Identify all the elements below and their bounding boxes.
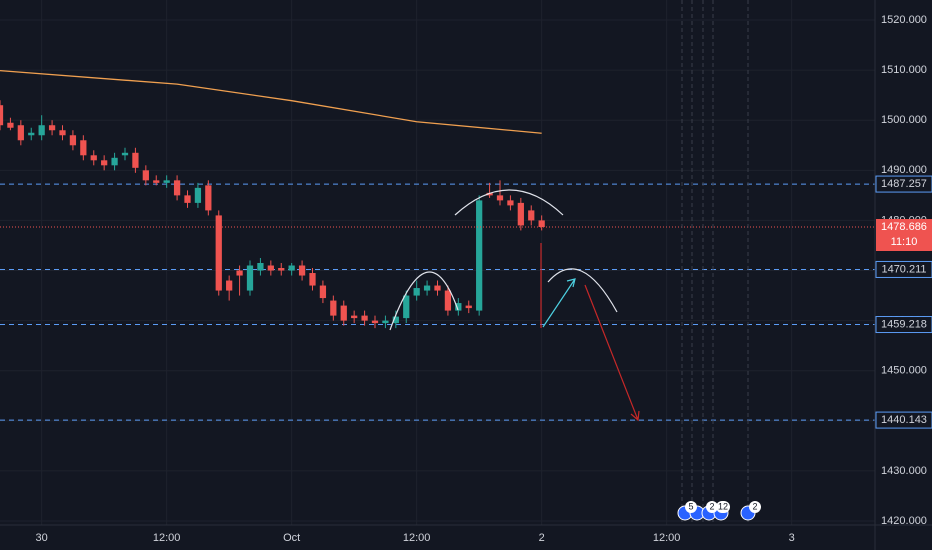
candle-body bbox=[403, 295, 410, 319]
x-tick-label: Oct bbox=[283, 532, 300, 544]
candle-body bbox=[48, 125, 56, 131]
price-label: 1470.211 bbox=[881, 263, 926, 275]
price-label-box bbox=[875, 175, 932, 193]
candle-body bbox=[246, 265, 254, 291]
event-count: 2 bbox=[752, 501, 757, 511]
grid bbox=[0, 0, 875, 525]
candle-body bbox=[215, 215, 222, 291]
candle-body bbox=[330, 300, 337, 316]
y-tick-label: 1500.000 bbox=[881, 114, 927, 126]
candle-body bbox=[538, 220, 545, 228]
candle-body bbox=[267, 265, 274, 271]
candle-body bbox=[496, 195, 504, 201]
candle-body bbox=[173, 180, 181, 196]
candle-body bbox=[298, 265, 306, 276]
price-label-box bbox=[875, 260, 932, 278]
candle-body bbox=[121, 152, 129, 156]
x-tick-label: 2 bbox=[539, 532, 545, 544]
event-badge bbox=[706, 501, 718, 513]
candle-body bbox=[278, 268, 285, 271]
candle-body bbox=[17, 125, 24, 141]
candle-body bbox=[476, 200, 483, 311]
up-arrow bbox=[542, 278, 576, 328]
event-badge bbox=[749, 501, 761, 513]
price-label: 1440.143 bbox=[881, 414, 927, 426]
candle-body bbox=[101, 160, 108, 166]
price-label: 1487.257 bbox=[881, 178, 927, 190]
candle-body bbox=[142, 170, 149, 181]
candle-body bbox=[257, 263, 264, 271]
event-badge bbox=[685, 501, 697, 513]
last-price-box bbox=[876, 219, 932, 252]
drawings bbox=[389, 0, 749, 525]
event-count: 5 bbox=[688, 501, 693, 511]
axes: 1420.0001430.0001440.0001450.0001460.000… bbox=[36, 14, 932, 544]
candle-body bbox=[507, 200, 514, 206]
x-tick-label: 12:00 bbox=[403, 532, 431, 544]
y-tick-label: 1450.000 bbox=[881, 365, 927, 377]
event-count: 2 bbox=[709, 501, 714, 511]
candle-body bbox=[340, 305, 347, 321]
down-arrow bbox=[584, 284, 640, 422]
candle-body bbox=[361, 315, 368, 321]
candle-body bbox=[59, 130, 66, 136]
events: 5 2 12 2 bbox=[677, 501, 761, 521]
candle-body bbox=[90, 155, 97, 161]
candle-body bbox=[423, 285, 431, 291]
candle-body bbox=[132, 152, 139, 168]
last-price-label: 1478.686 bbox=[881, 221, 927, 233]
candle-body bbox=[517, 202, 524, 226]
candle-body bbox=[382, 320, 389, 324]
candle-body bbox=[444, 290, 452, 311]
candle-body bbox=[236, 270, 243, 276]
y-tick-label: 1420.000 bbox=[881, 515, 927, 527]
x-tick-label: 30 bbox=[36, 532, 48, 544]
candle-body bbox=[153, 180, 160, 183]
head-arc bbox=[454, 189, 564, 216]
shoulder-arc bbox=[389, 271, 459, 331]
candle-body bbox=[194, 187, 202, 203]
y-tick-label: 1510.000 bbox=[881, 64, 927, 76]
candle-body bbox=[465, 305, 472, 309]
candle-body bbox=[413, 288, 420, 296]
moving-average bbox=[0, 69, 542, 134]
candle-body bbox=[319, 285, 327, 299]
candle-body bbox=[309, 273, 316, 286]
y-tick-label: 1520.000 bbox=[881, 14, 927, 26]
x-tick-label: 12:00 bbox=[153, 532, 181, 544]
candle-body bbox=[371, 320, 379, 324]
candle-body bbox=[69, 135, 77, 146]
candle-body bbox=[455, 303, 462, 311]
candle-body bbox=[28, 132, 35, 136]
x-tick-label: 12:00 bbox=[653, 532, 681, 544]
candle-body bbox=[111, 157, 118, 166]
candle-body bbox=[7, 122, 14, 128]
candle-body bbox=[288, 265, 295, 271]
event-badge bbox=[716, 501, 730, 513]
candle-body bbox=[0, 105, 4, 126]
y-tick-label: 1490.000 bbox=[881, 164, 927, 176]
event-count: 12 bbox=[718, 501, 728, 511]
candle-body bbox=[392, 316, 399, 324]
candle-body bbox=[351, 315, 358, 319]
x-tick-label: 3 bbox=[789, 532, 795, 544]
price-label-box bbox=[875, 411, 932, 429]
plot bbox=[0, 69, 875, 421]
candle-body bbox=[226, 280, 233, 291]
candle-body bbox=[434, 285, 441, 291]
price-label-box bbox=[875, 316, 932, 334]
price-label: 1459.218 bbox=[881, 318, 927, 330]
countdown: 11:10 bbox=[891, 236, 918, 248]
candle-body bbox=[205, 185, 212, 211]
candle-body bbox=[38, 125, 45, 136]
candle-body bbox=[163, 180, 170, 183]
candle-body bbox=[486, 192, 493, 196]
y-tick-label: 1430.000 bbox=[881, 465, 927, 477]
candle-body bbox=[80, 140, 87, 156]
shoulder-arc bbox=[547, 268, 618, 313]
candle-body bbox=[184, 195, 191, 203]
candle-body bbox=[528, 210, 535, 221]
